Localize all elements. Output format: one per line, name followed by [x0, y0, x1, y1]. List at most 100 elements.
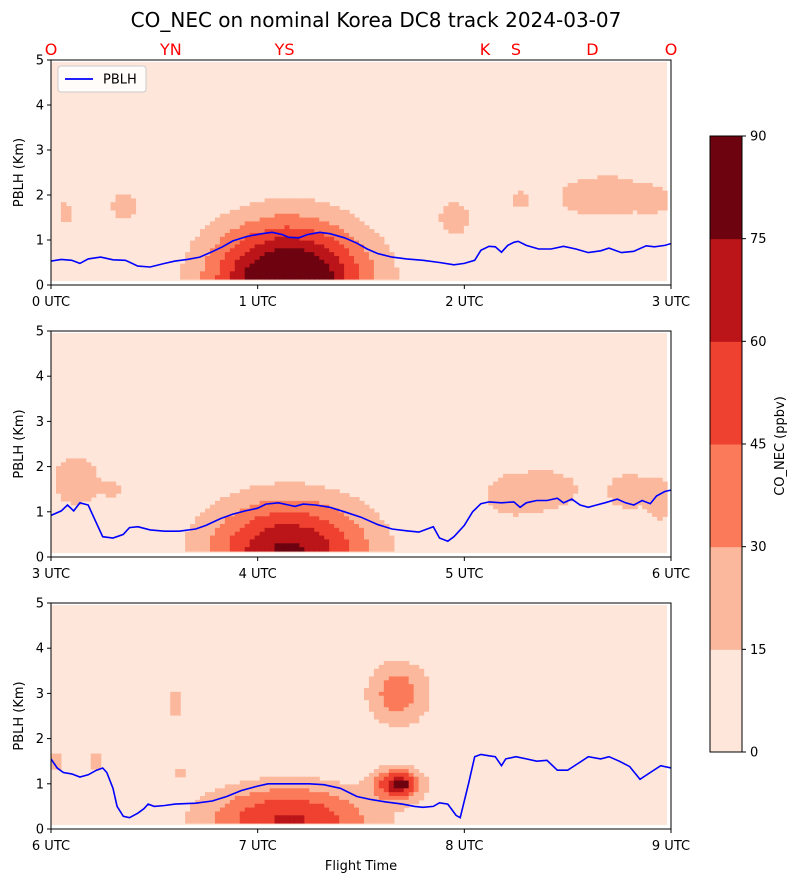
- contour-cell: [319, 248, 325, 253]
- contour-cell: [209, 508, 216, 514]
- contour-cell: [284, 811, 291, 816]
- contour-cell: [344, 213, 350, 219]
- contour-cell: [378, 539, 385, 544]
- contour-cell: [219, 275, 226, 280]
- contour-cell: [637, 485, 643, 490]
- contour-cell: [309, 263, 315, 269]
- contour-cell: [532, 493, 539, 498]
- contour-cell: [239, 497, 246, 502]
- contour-cell: [254, 252, 261, 257]
- contour-cell: [517, 508, 524, 514]
- contour-cell: [279, 547, 286, 552]
- contour-cell: [354, 504, 360, 510]
- contour-cell: [269, 240, 276, 246]
- contour-field: [55, 458, 668, 552]
- contour-cell: [363, 232, 370, 238]
- contour-cell: [254, 547, 261, 552]
- contour-cell: [314, 776, 320, 782]
- contour-cell: [234, 796, 241, 801]
- contour-cell: [527, 470, 534, 475]
- contour-cell: [339, 792, 345, 797]
- contour-cell: [363, 539, 370, 544]
- contour-cell: [284, 259, 291, 265]
- contour-cell: [373, 799, 380, 805]
- contour-cell: [398, 780, 405, 786]
- contour-cell: [324, 780, 330, 786]
- colorbar-segment: [710, 341, 742, 445]
- contour-cell: [264, 236, 271, 242]
- contour-cell: [309, 547, 315, 552]
- contour-cell: [388, 543, 395, 548]
- contour-cell: [259, 547, 266, 552]
- contour-cell: [383, 252, 390, 257]
- contour-cell: [90, 473, 97, 479]
- contour-cell: [304, 516, 310, 521]
- contour-cell: [299, 819, 305, 824]
- y-tick-label: 1: [36, 234, 44, 249]
- contour-cell: [547, 489, 554, 494]
- contour-cell: [224, 543, 231, 548]
- contour-cell: [344, 508, 350, 514]
- contour-cell: [373, 699, 380, 705]
- contour-cell: [234, 531, 241, 537]
- contour-cell: [612, 500, 618, 506]
- colorbar-tick-label: 60: [750, 335, 767, 350]
- contour-cell: [359, 543, 365, 548]
- contour-cell: [363, 248, 370, 253]
- contour-cell: [662, 493, 668, 498]
- contour-cell: [190, 807, 196, 813]
- contour-cell: [368, 676, 375, 681]
- contour-cell: [418, 688, 425, 693]
- contour-cell: [304, 485, 310, 490]
- contour-cell: [214, 271, 221, 276]
- contour-cell: [249, 531, 256, 537]
- contour-cell: [214, 248, 221, 253]
- contour-cell: [398, 807, 405, 813]
- contour-cell: [334, 267, 340, 272]
- contour-cell: [249, 213, 256, 219]
- contour-cell: [334, 531, 340, 537]
- contour-cell: [304, 815, 310, 820]
- contour-cell: [115, 202, 122, 207]
- contour-cell: [413, 688, 420, 693]
- contour-cell: [259, 259, 266, 265]
- contour-cell: [413, 668, 420, 674]
- contour-cell: [532, 500, 539, 506]
- contour-cell: [224, 807, 231, 813]
- contour-cell: [219, 259, 226, 265]
- contour-cell: [542, 489, 549, 494]
- contour-cell: [592, 183, 599, 188]
- contour-cell: [274, 524, 281, 529]
- contour-cell: [378, 699, 385, 705]
- contour-cell: [403, 765, 410, 770]
- contour-cell: [224, 217, 231, 223]
- contour-cell: [587, 179, 594, 184]
- contour-cell: [249, 508, 256, 514]
- contour-cell: [259, 225, 266, 230]
- contour-cell: [314, 819, 320, 824]
- contour-cell: [324, 520, 330, 525]
- contour-cell: [339, 209, 345, 215]
- contour-cell: [314, 807, 320, 813]
- contour-cell: [373, 512, 380, 517]
- contour-cell: [244, 240, 251, 246]
- contour-cell: [239, 500, 246, 506]
- contour-cell: [259, 527, 266, 533]
- contour-cell: [443, 225, 450, 230]
- contour-cell: [239, 206, 246, 211]
- contour-cell: [244, 803, 251, 809]
- contour-cell: [319, 267, 325, 272]
- contour-cell: [229, 267, 236, 272]
- contour-cell: [304, 535, 310, 541]
- contour-cell: [652, 508, 658, 514]
- contour-cell: [363, 240, 370, 246]
- contour-cell: [627, 477, 633, 483]
- contour-cell: [130, 206, 137, 211]
- x-tick-label: 0 UTC: [32, 295, 70, 310]
- contour-cell: [294, 788, 300, 793]
- contour-cell: [339, 252, 345, 257]
- contour-cell: [284, 485, 291, 490]
- contour-cell: [642, 183, 648, 188]
- contour-cell: [289, 504, 296, 510]
- contour-cell: [398, 796, 405, 801]
